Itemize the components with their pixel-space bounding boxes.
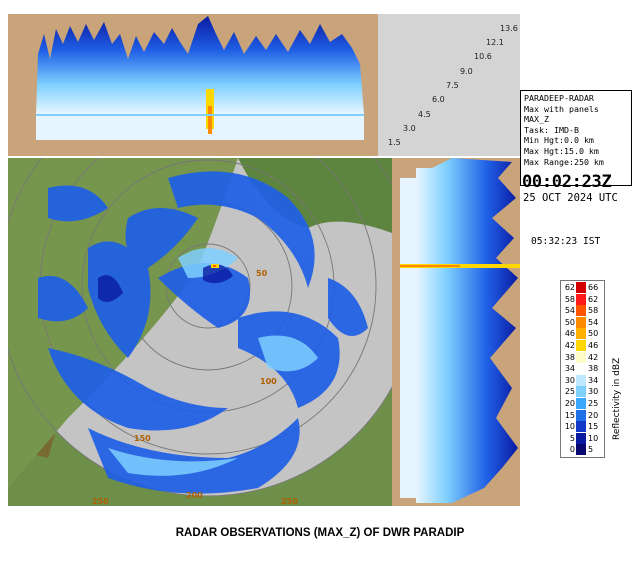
legend-row: 34 38 — [561, 363, 603, 375]
legend-high-value: 30 — [588, 387, 599, 397]
legend-title: Reflectivity in dBZ — [609, 270, 623, 455]
task-name: Task: IMD-B — [524, 124, 579, 135]
top-cross-section-echo — [36, 16, 364, 140]
legend-high-value: 5 — [588, 445, 594, 455]
legend-high-value: 20 — [588, 410, 599, 420]
legend-swatch — [576, 444, 586, 456]
legend-high-value: 10 — [588, 433, 599, 443]
legend-low-value: 5 — [569, 433, 575, 443]
top-cross-section-panel — [8, 14, 378, 156]
legend-high-value: 66 — [588, 283, 599, 292]
range-label-50: 50 — [256, 269, 268, 278]
legend-row: 54 58 — [561, 305, 603, 317]
legend-high-value: 62 — [588, 294, 599, 304]
legend-swatch — [576, 328, 586, 340]
legend-low-value: 10 — [564, 422, 575, 432]
legend-swatch — [576, 293, 586, 305]
ist-time: 05:32:23 IST — [531, 236, 601, 247]
legend-row: 58 62 — [561, 293, 603, 305]
legend-low-value: 25 — [564, 387, 575, 397]
legend-swatch — [576, 316, 586, 328]
display-mode: Max with panels — [524, 103, 599, 114]
legend-high-value: 54 — [588, 317, 599, 327]
legend-row: 10 15 — [561, 421, 603, 433]
height-label: 12.1 — [486, 38, 504, 47]
legend-swatch — [576, 421, 586, 433]
legend-high-value: 42 — [588, 352, 599, 362]
legend-low-value: 20 — [564, 399, 575, 408]
legend-high-value: 58 — [588, 306, 599, 316]
legend-title-text: Reflectivity in dBZ — [612, 358, 622, 440]
height-label: 13.6 — [500, 24, 518, 33]
legend-row: 46 50 — [561, 328, 603, 340]
right-cross-section-panel — [392, 158, 520, 506]
legend-row: 62 66 — [561, 282, 603, 293]
legend-swatch — [576, 351, 586, 363]
legend-low-value: 62 — [564, 283, 575, 292]
legend-swatch — [576, 305, 586, 317]
radar-ppi-map: 50 100 150 200 250 250 — [8, 158, 392, 506]
min-height: Min Hgt:0.0 km — [524, 135, 594, 146]
legend-high-value: 38 — [588, 364, 599, 374]
legend-swatch — [576, 282, 586, 293]
reflectivity-legend: 62 66 58 62 54 58 50 54 46 50 42 46 38 42 34 38 30 34 25 30… — [560, 280, 605, 458]
product-name: MAX_Z — [524, 114, 549, 125]
legend-low-value: 54 — [564, 306, 575, 316]
legend-row: 30 34 — [561, 374, 603, 386]
legend-high-value: 34 — [588, 375, 599, 385]
height-label: 1.5 — [388, 138, 401, 147]
legend-high-value: 46 — [588, 341, 599, 350]
height-scale-panel: 13.6 12.1 10.6 9.0 7.5 6.0 4.5 3.0 1.5 — [378, 14, 520, 156]
legend-row: 15 20 — [561, 409, 603, 421]
legend-row: 25 30 — [561, 386, 603, 398]
radar-info-box: PARADEEP-RADAR Max with panels MAX_Z Tas… — [520, 90, 632, 186]
legend-swatch — [576, 386, 586, 398]
height-label: 7.5 — [446, 81, 459, 90]
legend-high-value: 15 — [588, 422, 599, 432]
legend-low-value: 15 — [564, 410, 575, 420]
legend-row: 50 54 — [561, 316, 603, 328]
utc-time: 00:02:23Z — [522, 172, 612, 192]
range-label-100: 100 — [260, 377, 277, 386]
legend-low-value: 34 — [564, 364, 575, 374]
legend-low-value: 50 — [564, 317, 575, 327]
height-label: 3.0 — [403, 124, 416, 133]
legend-high-value: 25 — [588, 399, 599, 408]
height-label: 6.0 — [432, 95, 445, 104]
range-label-250: 250 — [92, 497, 109, 506]
height-label: 10.6 — [474, 52, 492, 61]
station-name: PARADEEP-RADAR — [524, 93, 594, 103]
right-cross-section-echo — [400, 158, 520, 503]
height-label: 9.0 — [460, 67, 473, 76]
max-height: Max Hgt:15.0 km — [524, 145, 599, 156]
legend-swatch — [576, 409, 586, 421]
legend-low-value: 58 — [564, 294, 575, 304]
max-range: Max Range:250 km — [524, 156, 604, 167]
legend-swatch — [576, 340, 586, 351]
legend-row: 38 42 — [561, 351, 603, 363]
legend-row: 5 10 — [561, 432, 603, 444]
legend-low-value: 0 — [569, 445, 575, 455]
legend-high-value: 50 — [588, 329, 599, 339]
legend-swatch — [576, 363, 586, 375]
legend-row: 42 46 — [561, 340, 603, 351]
utc-date: 25 OCT 2024 UTC — [523, 192, 618, 204]
legend-low-value: 30 — [564, 375, 575, 385]
legend-swatch — [576, 432, 586, 444]
legend-low-value: 38 — [564, 352, 575, 362]
range-label-150: 150 — [134, 434, 151, 443]
legend-low-value: 46 — [564, 329, 575, 339]
legend-row: 20 25 — [561, 398, 603, 409]
range-label-200: 200 — [186, 491, 203, 500]
radar-map-svg: 50 100 150 200 250 250 — [8, 158, 392, 506]
legend-swatch — [576, 374, 586, 386]
legend-swatch — [576, 398, 586, 409]
range-label-250-east: 250 — [281, 497, 298, 506]
figure-caption: RADAR OBSERVATIONS (MAX_Z) OF DWR PARADI… — [175, 527, 465, 539]
height-label: 4.5 — [418, 110, 431, 119]
legend-low-value: 42 — [564, 341, 575, 350]
